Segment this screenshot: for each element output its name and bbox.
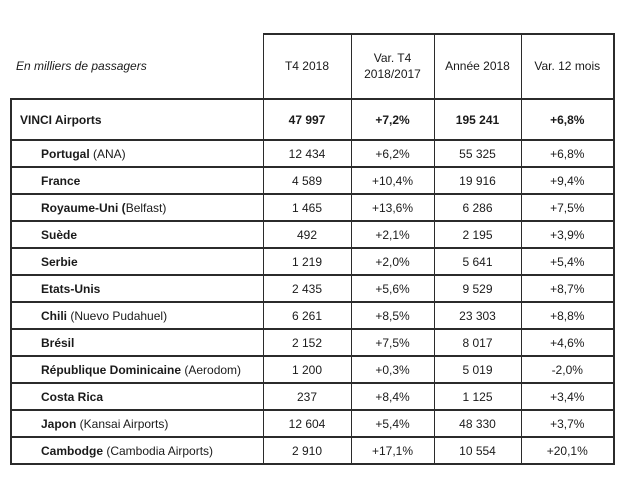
t4-2018-value: 6 261 [262,301,352,330]
row-label: République Dominicaine (Aerodom) [10,355,264,384]
var-12-mois-value: +8,8% [520,301,615,330]
passenger-traffic-table: En milliers de passagers T4 2018 Var. T4… [10,33,615,465]
row-label: Chili (Nuevo Pudahuel) [10,301,264,330]
var-12-mois-value: +6,8% [520,98,615,141]
var-t4-value: +13,6% [350,193,435,222]
t4-2018-value: 492 [262,220,352,249]
var-t4-value: +8,4% [350,382,435,411]
var-t4-value: +7,5% [350,328,435,357]
t4-2018-value: 1 200 [262,355,352,384]
var-12-mois-value: +3,4% [520,382,615,411]
row-label: Cambodge (Cambodia Airports) [10,436,264,465]
var-t4-value: +2,1% [350,220,435,249]
col-header-annee-2018: Année 2018 [433,33,522,100]
annee-2018-value: 55 325 [433,139,522,168]
var-12-mois-value: +3,7% [520,409,615,438]
var-t4-value: +10,4% [350,166,435,195]
annee-2018-value: 23 303 [433,301,522,330]
var-12-mois-value: +7,5% [520,193,615,222]
t4-2018-value: 47 997 [262,98,352,141]
var-12-mois-value: +4,6% [520,328,615,357]
annee-2018-value: 2 195 [433,220,522,249]
t4-2018-value: 4 589 [262,166,352,195]
var-12-mois-value: +8,7% [520,274,615,303]
annee-2018-value: 8 017 [433,328,522,357]
table-row-cambodge: Cambodge (Cambodia Airports) 2 910 +17,1… [10,436,615,465]
annee-2018-value: 19 916 [433,166,522,195]
var-12-mois-value: +20,1% [520,436,615,465]
annee-2018-value: 5 641 [433,247,522,276]
table-row-royaume-uni: Royaume-Uni (Belfast) 1 465 +13,6% 6 286… [10,193,615,222]
table-row-etats-unis: Etats-Unis 2 435 +5,6% 9 529 +8,7% [10,274,615,303]
row-label: VINCI Airports [10,98,264,141]
row-label: Royaume-Uni (Belfast) [10,193,264,222]
var-12-mois-value: +3,9% [520,220,615,249]
row-label: Serbie [10,247,264,276]
var-t4-value: +8,5% [350,301,435,330]
var-12-mois-value: +5,4% [520,247,615,276]
table-row-republique-dominicaine: République Dominicaine (Aerodom) 1 200 +… [10,355,615,384]
annee-2018-value: 5 019 [433,355,522,384]
header-row: En milliers de passagers T4 2018 Var. T4… [11,33,615,100]
annee-2018-value: 9 529 [433,274,522,303]
table-row-chili: Chili (Nuevo Pudahuel) 6 261 +8,5% 23 30… [10,301,615,330]
table-row-vinci-airports: VINCI Airports 47 997 +7,2% 195 241 +6,8… [10,98,615,141]
col-header-t4-2018: T4 2018 [262,33,352,100]
row-label: Portugal (ANA) [10,139,264,168]
col-header-var-12-mois: Var. 12 mois [520,33,615,100]
row-label: Brésil [10,328,264,357]
annee-2018-value: 10 554 [433,436,522,465]
table-row-serbie: Serbie 1 219 +2,0% 5 641 +5,4% [10,247,615,276]
row-label: Etats-Unis [10,274,264,303]
t4-2018-value: 12 604 [262,409,352,438]
var-t4-value: +7,2% [350,98,435,141]
t4-2018-value: 2 910 [262,436,352,465]
row-label: France [10,166,264,195]
row-label: Costa Rica [10,382,264,411]
annee-2018-value: 195 241 [433,98,522,141]
annee-2018-value: 6 286 [433,193,522,222]
table-row-france: France 4 589 +10,4% 19 916 +9,4% [10,166,615,195]
table-row-costa-rica: Costa Rica 237 +8,4% 1 125 +3,4% [10,382,615,411]
var-t4-value: +0,3% [350,355,435,384]
col-header-var-t4: Var. T4 2018/2017 [350,33,435,100]
row-label: Suède [10,220,264,249]
var-12-mois-value: +6,8% [520,139,615,168]
t4-2018-value: 12 434 [262,139,352,168]
table-row-bresil: Brésil 2 152 +7,5% 8 017 +4,6% [10,328,615,357]
t4-2018-value: 1 219 [262,247,352,276]
annee-2018-value: 48 330 [433,409,522,438]
unit-label: En milliers de passagers [11,34,263,99]
table-row-suede: Suède 492 +2,1% 2 195 +3,9% [10,220,615,249]
var-t4-value: +6,2% [350,139,435,168]
t4-2018-value: 237 [262,382,352,411]
var-t4-value: +5,6% [350,274,435,303]
row-label: Japon (Kansai Airports) [10,409,264,438]
var-12-mois-value: -2,0% [520,355,615,384]
var-t4-value: +2,0% [350,247,435,276]
annee-2018-value: 1 125 [433,382,522,411]
var-t4-value: +5,4% [350,409,435,438]
t4-2018-value: 1 465 [262,193,352,222]
t4-2018-value: 2 435 [262,274,352,303]
t4-2018-value: 2 152 [262,328,352,357]
table-row-japon: Japon (Kansai Airports) 12 604 +5,4% 48 … [10,409,615,438]
var-12-mois-value: +9,4% [520,166,615,195]
table-row-portugal: Portugal (ANA) 12 434 +6,2% 55 325 +6,8% [10,139,615,168]
var-t4-value: +17,1% [350,436,435,465]
